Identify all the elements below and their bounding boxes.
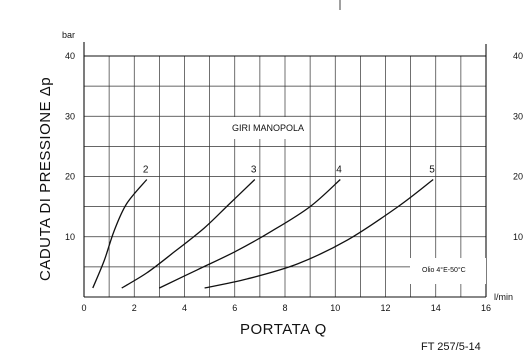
y-unit-label: bar [62,30,75,40]
y-axis-title: CADUTA DI PRESSIONE Δp [37,77,54,281]
x-tick-label: 12 [381,303,391,313]
curve-3 [121,179,256,289]
x-tick-label: 8 [283,303,288,313]
y-tick-label: 40 [65,51,75,61]
x-tick-label: 14 [431,303,441,313]
series-group-label-bg [218,117,308,139]
curve-label-4: 4 [336,165,342,176]
y-tick-label: 10 [65,232,75,242]
x-tick-label: 6 [232,303,237,313]
curve-4 [159,179,341,289]
x-axis-title: PORTATA Q [240,321,327,338]
curve-2 [92,179,148,289]
grid [84,56,486,297]
note-text: Olio 4°E-50°C [422,266,466,274]
curve-label-2: 2 [143,165,149,176]
x-tick-label: 16 [481,303,491,313]
right-tick-label: 40 [513,51,523,61]
x-tick-label: 2 [132,303,137,313]
series-group-label: GIRI MANOPOLA [232,123,304,133]
axes [83,0,487,298]
note-bg [410,258,486,284]
right-tick-label: 20 [513,172,523,182]
x-tick-label: 0 [82,303,87,313]
x-tick-label: 10 [330,303,340,313]
figure-reference: FT 257/5-14 [421,341,481,353]
y-tick-label: 30 [65,111,75,121]
x-tick-label: 4 [182,303,187,313]
x-unit-label: l/min [494,292,513,302]
curve-5 [204,178,434,289]
curves: 2 3 4 5 [92,165,435,289]
curve-label-5: 5 [429,165,435,176]
y-tick-label: 20 [65,172,75,182]
tick-labels: 0 2 4 6 8 10 12 14 16 10 20 30 40 10 20 30 40 [65,51,523,313]
right-tick-label: 10 [513,232,523,242]
curve-label-3: 3 [251,165,257,176]
right-tick-label: 30 [513,111,523,121]
